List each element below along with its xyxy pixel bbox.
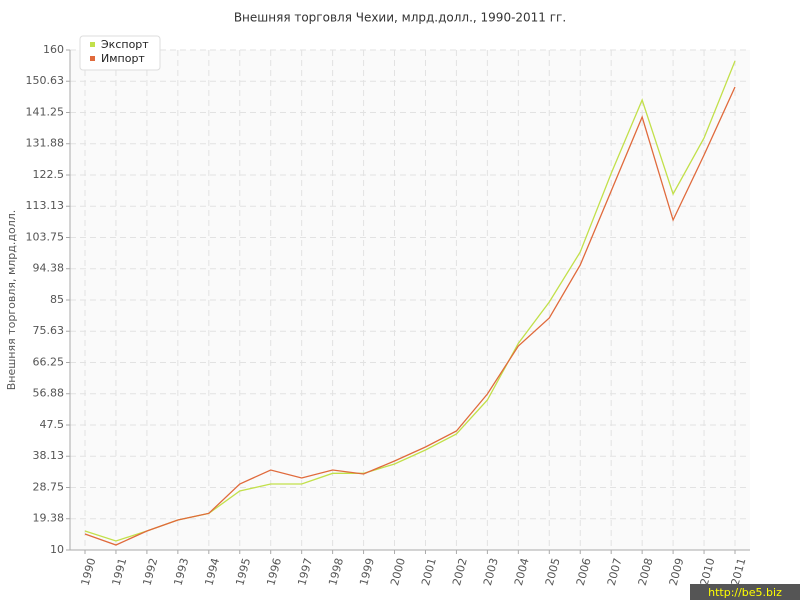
y-tick-label: 19.38	[33, 512, 65, 525]
x-tick-label: 2007	[605, 557, 625, 587]
x-tick-label: 2003	[481, 557, 501, 587]
x-tick-label: 2002	[450, 557, 470, 587]
y-axis-label: Внешняя торговля, млрд.долл.	[5, 210, 18, 391]
x-tick-label: 1990	[79, 557, 99, 587]
y-tick-label: 10	[50, 543, 64, 556]
x-tick-label: 2008	[636, 557, 656, 587]
legend-box	[79, 35, 161, 71]
y-tick-label: 103.75	[26, 231, 65, 244]
y-tick-label: 160	[43, 43, 64, 56]
x-tick-label: 1996	[264, 557, 284, 587]
y-tick-label: 38.13	[33, 449, 65, 462]
x-tick-label: 2005	[543, 557, 563, 587]
x-tick-label: 1991	[110, 557, 130, 587]
x-tick-label: 2011	[729, 557, 749, 587]
line-series	[84, 86, 736, 546]
legend-label: Импорт	[101, 52, 145, 65]
x-tick-label: 1993	[171, 557, 191, 587]
watermark: http://be5.biz	[708, 586, 782, 599]
x-tick-label: 1995	[233, 557, 253, 587]
x-tick-label: 1998	[326, 557, 346, 587]
x-tick-label: 2000	[388, 557, 408, 587]
legend-swatch	[90, 56, 95, 61]
x-tick-label: 2001	[419, 557, 439, 587]
x-tick-label: 1997	[295, 557, 315, 587]
y-tick-label: 131.88	[26, 137, 65, 150]
x-tick-label: 1994	[202, 557, 222, 587]
y-tick-label: 56.88	[33, 387, 65, 400]
y-tick-label: 47.5	[40, 418, 65, 431]
watermark-bg	[690, 584, 800, 600]
legend-swatch	[90, 42, 95, 47]
y-tick-label: 141.25	[26, 106, 65, 119]
y-tick-label: 75.63	[33, 324, 65, 337]
x-tick-label: 1999	[357, 557, 377, 587]
x-tick-label: 2010	[698, 557, 718, 587]
x-tick-label: 1992	[141, 557, 161, 587]
x-tick-label: 2006	[574, 557, 594, 587]
y-tick-label: 28.75	[33, 481, 65, 494]
x-tick-label: 2009	[667, 557, 687, 587]
x-tick-label: 2004	[512, 557, 532, 587]
y-tick-label: 122.5	[33, 168, 65, 181]
y-tick-label: 113.13	[26, 199, 65, 212]
y-tick-label: 150.63	[26, 74, 65, 87]
y-tick-label: 66.25	[33, 356, 65, 369]
chart-title: Внешняя торговля Чехии, млрд.долл., 1990…	[234, 11, 566, 25]
y-tick-label: 94.38	[33, 262, 65, 275]
legend-label: Экспорт	[101, 38, 149, 51]
y-tick-label: 85	[50, 293, 64, 306]
